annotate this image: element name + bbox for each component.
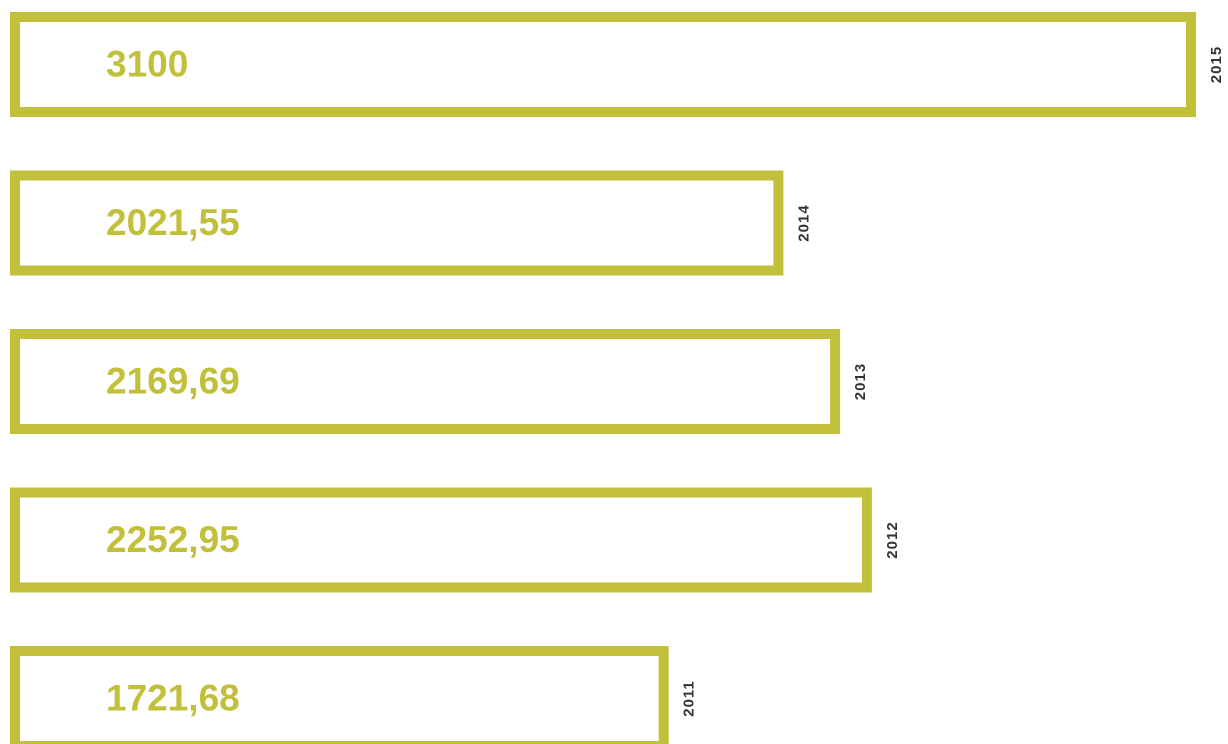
bar: [10, 170, 784, 276]
value-label: 2252,95: [106, 519, 240, 560]
bar: [10, 329, 841, 434]
category-label: 2012: [884, 521, 901, 558]
value-label: 2169,69: [106, 360, 240, 401]
bar: [10, 12, 1196, 117]
category-label: 2011: [681, 680, 698, 717]
category-label: 2013: [852, 363, 869, 400]
value-label: 3100: [106, 43, 188, 84]
bar: [10, 646, 669, 744]
category-label: 2015: [1208, 46, 1225, 83]
bar: [10, 487, 872, 593]
value-label: 2021,55: [106, 202, 240, 243]
category-label: 2014: [795, 204, 812, 241]
value-label: 1721,68: [106, 677, 240, 718]
